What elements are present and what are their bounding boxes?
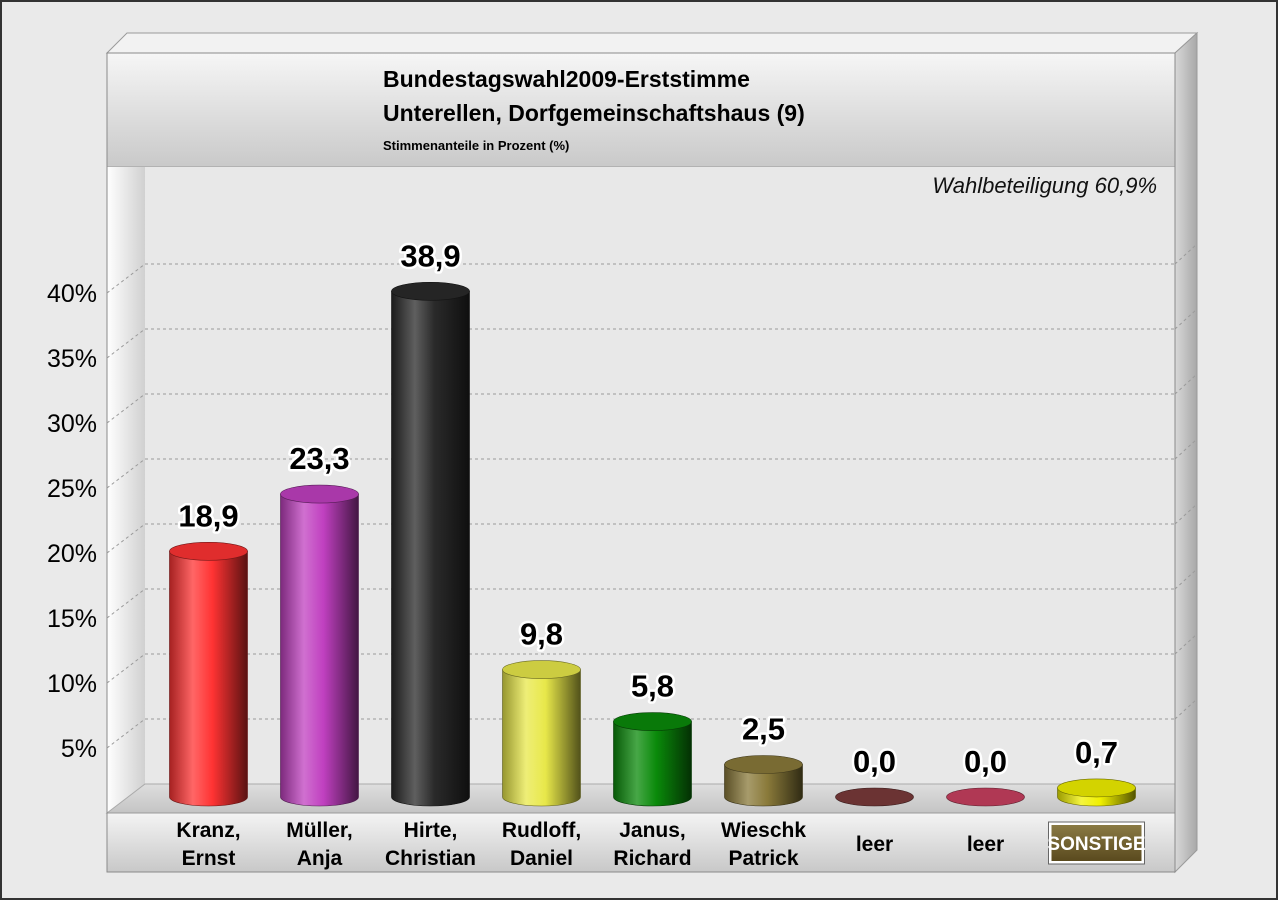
bar-body (391, 291, 470, 807)
bar-body (169, 551, 248, 807)
bar (280, 484, 359, 807)
category-label-badge: SONSTIGE (1047, 821, 1146, 865)
grid-line-side (1174, 568, 1198, 590)
bar (724, 755, 803, 807)
grid-line-side (1174, 308, 1198, 330)
value-label: 38,9 (400, 238, 460, 273)
category-label: Patrick (728, 847, 798, 870)
bar (613, 712, 692, 807)
bar-top (169, 541, 248, 561)
grid-line-side (1174, 633, 1198, 655)
bar (502, 660, 581, 807)
value-label: 0,0 (853, 744, 896, 779)
category-label: Rudloff, (502, 819, 581, 842)
grid-line-side (1174, 373, 1198, 395)
category-label: leer (967, 833, 1004, 856)
value-labels: 18,9 23,3 38,9 9,8 5,8 2,5 0,0 0,0 0,7 (176, 236, 1121, 782)
chart-subtitle: Stimmenanteile in Prozent (%) (383, 138, 569, 153)
category-label: Hirte, (404, 819, 458, 842)
bar-top (835, 787, 914, 807)
y-tick-label: 25% (47, 475, 97, 503)
y-tick-label: 40% (47, 280, 97, 308)
bar (391, 281, 470, 807)
category-label: Janus, (619, 819, 686, 842)
value-label: 9,8 (520, 617, 563, 652)
bar (1057, 778, 1136, 807)
bar-body (502, 669, 581, 807)
y-tick-label: 30% (47, 410, 97, 438)
category-label: SONSTIGE (1047, 834, 1145, 855)
bar-top (946, 787, 1025, 807)
bar (946, 787, 1025, 807)
category-label: Ernst (182, 847, 236, 870)
grid-line-side (1174, 698, 1198, 720)
bar-top (724, 755, 803, 774)
grid-line-wall (106, 653, 146, 684)
bar-body (724, 764, 803, 807)
y-axis-ticks: 5% 10% 15% 20% 25% 30% 35% 40% (47, 280, 97, 763)
category-label: Kranz, (176, 819, 240, 842)
grid-line-wall (106, 263, 146, 294)
value-label: 5,8 (631, 669, 674, 704)
frame-right-side (1174, 31, 1198, 874)
bar-top (280, 484, 359, 504)
chart-title: Bundestagswahl2009-Erststimme (383, 66, 750, 92)
bars (169, 281, 1136, 807)
value-label: 18,9 (178, 498, 238, 533)
grid-lines (106, 243, 1198, 749)
grid-line-wall (106, 393, 146, 424)
bar-body (613, 721, 692, 807)
value-label: 0,7 (1075, 735, 1118, 770)
grid-line-wall (106, 523, 146, 554)
grid-line-wall (106, 588, 146, 619)
bar (835, 787, 914, 807)
grid-line-wall (106, 328, 146, 359)
grid-line-side (1174, 438, 1198, 460)
y-tick-label: 5% (61, 735, 97, 763)
frame-top-bevel (105, 32, 1199, 54)
bar (169, 541, 248, 807)
grid-line-side (1174, 503, 1198, 525)
grid-line-wall (106, 458, 146, 489)
category-label: Anja (297, 847, 343, 870)
y-tick-label: 35% (47, 345, 97, 373)
y-tick-label: 15% (47, 605, 97, 633)
title-band (106, 52, 1176, 168)
chart-title-line2: Unterellen, Dorfgemeinschaftshaus (9) (383, 100, 805, 126)
value-label: 2,5 (742, 712, 785, 747)
bar-top (613, 712, 692, 731)
plot-left-wall (107, 167, 145, 813)
category-label: Daniel (510, 847, 573, 870)
y-tick-label: 10% (47, 670, 97, 698)
value-label: 0,0 (964, 744, 1007, 779)
turnout-annotation: Wahlbeteiligung 60,9% (932, 173, 1157, 198)
category-label: Wieschk (721, 819, 806, 842)
bar-top (1057, 778, 1136, 798)
category-label: Christian (385, 847, 476, 870)
bar-top (391, 281, 470, 301)
category-label: Richard (613, 847, 691, 870)
bar-body (280, 493, 359, 807)
category-label: Müller, (286, 819, 353, 842)
category-label: leer (856, 833, 893, 856)
y-tick-label: 20% (47, 540, 97, 568)
value-label: 23,3 (289, 441, 349, 476)
grid-line-side (1174, 243, 1198, 265)
grid-line-wall (106, 718, 146, 749)
frame-outline (106, 52, 1176, 873)
category-labels: Kranz, Ernst Müller, Anja Hirte, Christian Rud… (176, 819, 1145, 870)
bar-top (502, 660, 581, 679)
